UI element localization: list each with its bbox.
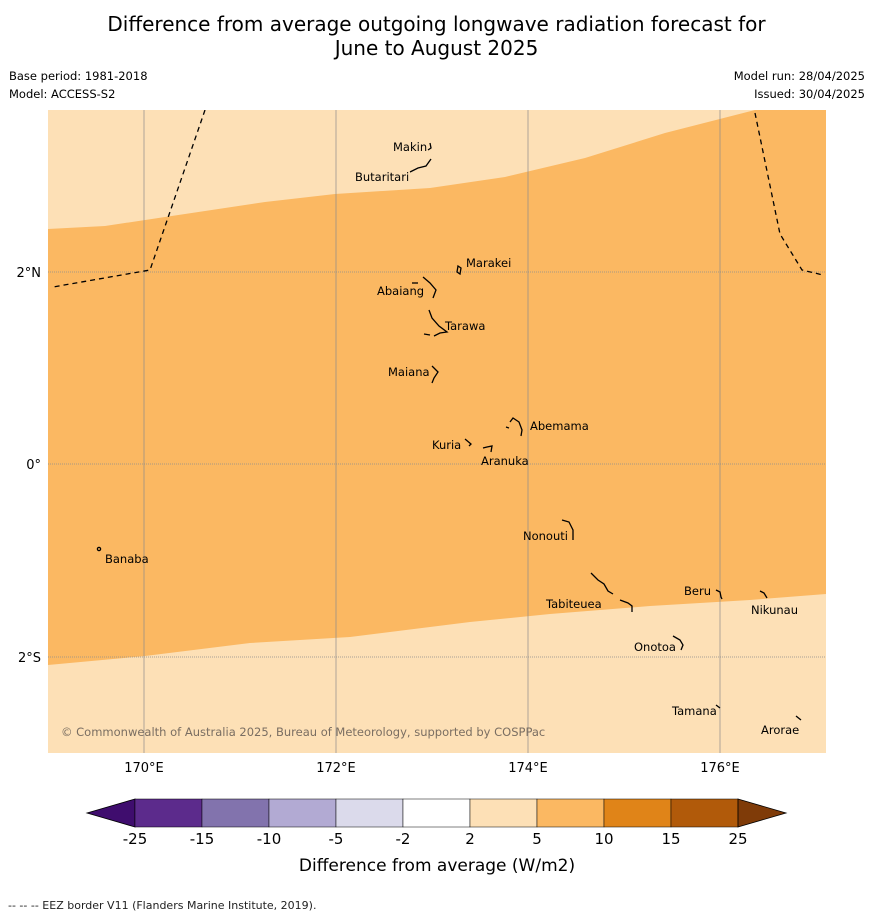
title-line-2: June to August 2025 bbox=[334, 36, 539, 60]
label-beru: Beru bbox=[684, 584, 711, 598]
marakei-outline bbox=[456, 264, 462, 276]
kuria-outline bbox=[464, 438, 472, 447]
colorbar-segment bbox=[201, 798, 270, 828]
colorbar-extend-high bbox=[737, 798, 788, 828]
label-aranuka: Aranuka bbox=[481, 454, 529, 468]
colorbar-segment bbox=[670, 798, 739, 828]
beru-outline bbox=[715, 589, 723, 600]
butaritari-outline bbox=[409, 158, 432, 173]
maiana-outline bbox=[431, 365, 439, 384]
label-kuria: Kuria bbox=[432, 438, 461, 452]
colorbar-tick-label: 5 bbox=[532, 830, 542, 848]
nikunau-outline bbox=[759, 590, 768, 599]
map-panel: Makin Butaritari Marakei Abaiang Tarawa … bbox=[48, 110, 826, 753]
colorbar-label: Difference from average (W/m2) bbox=[299, 856, 575, 876]
label-banaba: Banaba bbox=[105, 552, 149, 566]
label-nikunau: Nikunau bbox=[751, 603, 798, 617]
meta-right: Model run: 28/04/2025 Issued: 30/04/2025 bbox=[734, 67, 865, 103]
aranuka-outline bbox=[482, 445, 493, 453]
abemama-west-outline bbox=[505, 426, 510, 429]
base-period: Base period: 1981-2018 bbox=[9, 69, 148, 83]
label-arorae: Arorae bbox=[761, 723, 799, 737]
colorbar-tick-label: 15 bbox=[661, 830, 680, 848]
label-butaritari: Butaritari bbox=[355, 170, 409, 184]
label-nonouti: Nonouti bbox=[523, 529, 568, 543]
label-onotoa: Onotoa bbox=[634, 640, 676, 654]
label-maiana: Maiana bbox=[388, 365, 430, 379]
colorbar-segment bbox=[603, 798, 672, 828]
model-name: Model: ACCESS-S2 bbox=[9, 87, 116, 101]
eez-border-west bbox=[52, 110, 206, 288]
label-tamana: Tamana bbox=[671, 704, 717, 718]
colorbar: -25 -15 -10 -5 -2 2 5 10 15 25 bbox=[85, 798, 788, 848]
label-tabiteuea: Tabiteuea bbox=[545, 597, 602, 611]
eez-footnote: -- -- -- EEZ border V11 (Flanders Marine… bbox=[8, 899, 317, 912]
abemama-outline bbox=[509, 417, 523, 437]
colorbar-tick-label: 10 bbox=[594, 830, 613, 848]
eez-border-east bbox=[754, 112, 824, 276]
copyright-text: © Commonwealth of Australia 2025, Bureau… bbox=[61, 725, 545, 739]
colorbar-segment bbox=[402, 798, 471, 828]
label-tarawa: Tarawa bbox=[444, 319, 485, 333]
banaba-outline bbox=[96, 546, 102, 552]
lat-label-2n: 2°N bbox=[17, 266, 42, 281]
colorbar-tick-label: -2 bbox=[396, 830, 411, 848]
tabiteuea-north-outline bbox=[590, 572, 614, 595]
meta-left: Base period: 1981-2018 Model: ACCESS-S2 bbox=[9, 67, 148, 103]
colorbar-tick-label: -15 bbox=[190, 830, 215, 848]
chart-title: Difference from average outgoing longwav… bbox=[0, 12, 873, 60]
graticule bbox=[48, 110, 826, 753]
tamana-outline bbox=[715, 704, 721, 709]
makin-outline bbox=[427, 142, 432, 151]
tarawa-west-outline bbox=[423, 333, 431, 336]
label-abaiang: Abaiang bbox=[377, 284, 424, 298]
nonouti-outline bbox=[561, 519, 574, 540]
island-outlines bbox=[96, 142, 802, 721]
colorbar-segment bbox=[469, 798, 538, 828]
lat-label-0: 0° bbox=[26, 458, 41, 473]
colorbar-segment bbox=[536, 798, 605, 828]
colorbar-segment bbox=[268, 798, 337, 828]
tarawa-outline bbox=[428, 309, 449, 337]
label-marakei: Marakei bbox=[466, 256, 511, 270]
onotoa-outline bbox=[672, 635, 684, 651]
eez-borders bbox=[52, 110, 824, 288]
colorbar-tick-label: 25 bbox=[728, 830, 747, 848]
colorbar-segment bbox=[134, 798, 203, 828]
lon-label-172: 172°E bbox=[316, 761, 356, 776]
colorbar-tick-label: 2 bbox=[465, 830, 475, 848]
label-abemama: Abemama bbox=[530, 419, 589, 433]
axis-labels: 2°N 0° 2°S 170°E 172°E 174°E 176°E bbox=[17, 266, 740, 776]
colorbar-segment bbox=[335, 798, 404, 828]
arorae-outline bbox=[795, 715, 802, 721]
abaiang-outline bbox=[422, 276, 437, 299]
lat-label-2s: 2°S bbox=[18, 651, 41, 666]
lon-label-170: 170°E bbox=[124, 761, 164, 776]
issued-date: Issued: 30/04/2025 bbox=[754, 87, 865, 101]
colorbar-extend-low bbox=[85, 798, 136, 828]
tabiteuea-south-outline bbox=[619, 599, 633, 612]
colorbar-tick-label: -25 bbox=[123, 830, 148, 848]
colorbar-tick-label: -5 bbox=[329, 830, 344, 848]
model-run: Model run: 28/04/2025 bbox=[733, 69, 865, 83]
colorbar-tick-label: -10 bbox=[257, 830, 282, 848]
lon-label-174: 174°E bbox=[508, 761, 548, 776]
lon-label-176: 176°E bbox=[700, 761, 740, 776]
label-makin: Makin bbox=[393, 140, 427, 154]
island-labels: Makin Butaritari Marakei Abaiang Tarawa … bbox=[105, 140, 799, 737]
title-line-1: Difference from average outgoing longwav… bbox=[107, 12, 766, 36]
band-5-to-10 bbox=[48, 110, 826, 665]
